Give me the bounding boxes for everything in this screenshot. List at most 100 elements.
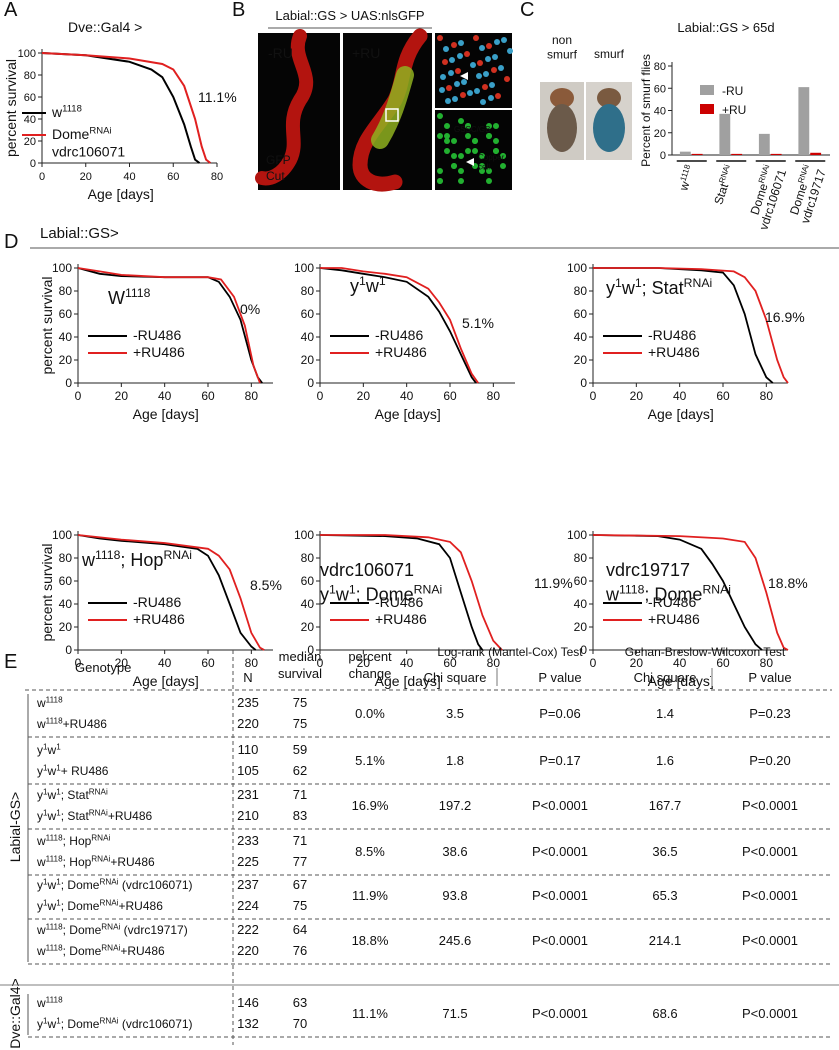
condition-label: +RU xyxy=(352,45,380,61)
text-part: median xyxy=(279,649,322,664)
x-tick-label: 40 xyxy=(673,389,687,403)
legend-label: vdrc106071 xyxy=(52,144,125,160)
y-tick-label: 40 xyxy=(301,330,315,344)
superscript: RNAi xyxy=(717,163,731,184)
text-part: Stat xyxy=(711,181,731,206)
x-tick-label: 60 xyxy=(443,389,457,403)
chi-cell: 197.2 xyxy=(439,798,472,813)
chi-cell: 65.3 xyxy=(652,888,677,903)
x-tick-label: 0 xyxy=(317,656,324,670)
annotation: 11.9% xyxy=(534,575,573,591)
x-tick-label: 0 xyxy=(317,389,324,403)
survival-curve xyxy=(319,534,484,651)
superscript: 1 xyxy=(56,877,61,886)
text-part: +RU486 xyxy=(119,899,164,913)
chart-title: vdrc106071 xyxy=(320,560,414,580)
legend-label: DomeRNAi xyxy=(52,126,112,142)
y-tick-label: 80 xyxy=(301,551,315,565)
x-tick-label: 60 xyxy=(201,656,215,670)
y-tick-label: 100 xyxy=(567,261,587,275)
panel-label: A xyxy=(4,0,18,21)
bar xyxy=(731,153,743,155)
n-cell: 110 xyxy=(238,742,259,757)
text-part: w xyxy=(47,764,57,778)
x-tick-label: 20 xyxy=(357,656,371,670)
panel-heading: Labial::GS> xyxy=(40,225,119,242)
superscript: 1118 xyxy=(46,854,63,863)
survival-curve xyxy=(77,267,263,384)
category-label: w1118 xyxy=(676,163,692,193)
x-tick-label: 40 xyxy=(123,171,135,183)
bar xyxy=(679,151,691,155)
photo-label: smurf xyxy=(547,47,578,61)
p-cell: P<0.0001 xyxy=(742,933,798,948)
nucleus xyxy=(489,82,495,88)
x-tick-label: 0 xyxy=(590,389,597,403)
nucleus xyxy=(494,39,500,45)
gut-shape xyxy=(255,29,314,186)
y-tick-label: 0 xyxy=(307,643,314,657)
y-tick-label: 20 xyxy=(654,128,666,140)
p-cell: P<0.0001 xyxy=(742,798,798,813)
superscript: 1 xyxy=(43,898,48,907)
x-axis-label: Age [days] xyxy=(375,673,441,689)
text-part: (vdrc106071) xyxy=(119,1017,193,1031)
genotype-cell: w1118 xyxy=(36,995,63,1010)
superscript: 1118 xyxy=(46,716,63,725)
survival-curve xyxy=(592,534,763,651)
nucleus xyxy=(493,138,499,144)
n-cell: 225 xyxy=(237,854,259,869)
y-tick-label: 80 xyxy=(59,284,73,298)
nucleus xyxy=(472,148,478,154)
y-tick-label: 20 xyxy=(574,620,588,634)
x-tick-label: 80 xyxy=(245,656,259,670)
zoom-box xyxy=(385,108,399,122)
inset-label: cell xyxy=(478,163,490,172)
text-part: survival xyxy=(278,666,322,681)
superscript: RNAi xyxy=(702,582,731,596)
superscript: RNAi xyxy=(89,808,108,817)
text-part: w xyxy=(47,788,57,802)
superscript: 1 xyxy=(635,276,642,290)
text-part: w xyxy=(335,584,350,604)
panel-label: B xyxy=(232,0,245,21)
superscript: 1118 xyxy=(619,582,645,596)
x-tick-label: 20 xyxy=(630,389,644,403)
chart-title: w1118; HopRNAi xyxy=(81,548,192,570)
nucleus xyxy=(482,84,488,90)
nucleus xyxy=(479,163,485,169)
nucleus xyxy=(486,43,492,49)
text-part: w xyxy=(47,899,57,913)
nucleus xyxy=(492,54,498,60)
x-axis-label: Age [days] xyxy=(375,406,441,422)
nucleus xyxy=(485,56,491,62)
legend-label: +RU486 xyxy=(133,344,185,360)
superscript: 1 xyxy=(615,276,622,290)
legend-label: +RU486 xyxy=(648,344,700,360)
category-label: StatRNAi xyxy=(711,163,732,206)
legend-swatch xyxy=(700,85,714,95)
chi-cell: 38.6 xyxy=(442,844,467,859)
y-axis-label: percent survival xyxy=(3,59,19,157)
chi-cell: 93.8 xyxy=(442,888,467,903)
y-tick-label: 0 xyxy=(580,376,587,390)
x-tick-label: 40 xyxy=(158,389,172,403)
nucleus xyxy=(437,133,443,139)
table-header: median xyxy=(279,649,322,664)
text-part: w xyxy=(81,550,96,570)
table-header: P value xyxy=(748,670,791,685)
x-tick-label: 20 xyxy=(115,656,129,670)
annotation: 16.9% xyxy=(765,309,805,325)
table-header: survival xyxy=(278,666,322,681)
nucleus xyxy=(440,74,446,80)
survival-curve xyxy=(320,534,503,651)
chi-cell: 68.6 xyxy=(652,1006,677,1021)
legend-label: -RU486 xyxy=(133,327,181,343)
y-tick-label: 20 xyxy=(301,620,315,634)
survival-curve xyxy=(592,534,789,651)
bar xyxy=(719,113,731,155)
nucleus xyxy=(479,45,485,51)
y-tick-label: 80 xyxy=(301,284,315,298)
annotation: 11.1% xyxy=(198,89,237,105)
